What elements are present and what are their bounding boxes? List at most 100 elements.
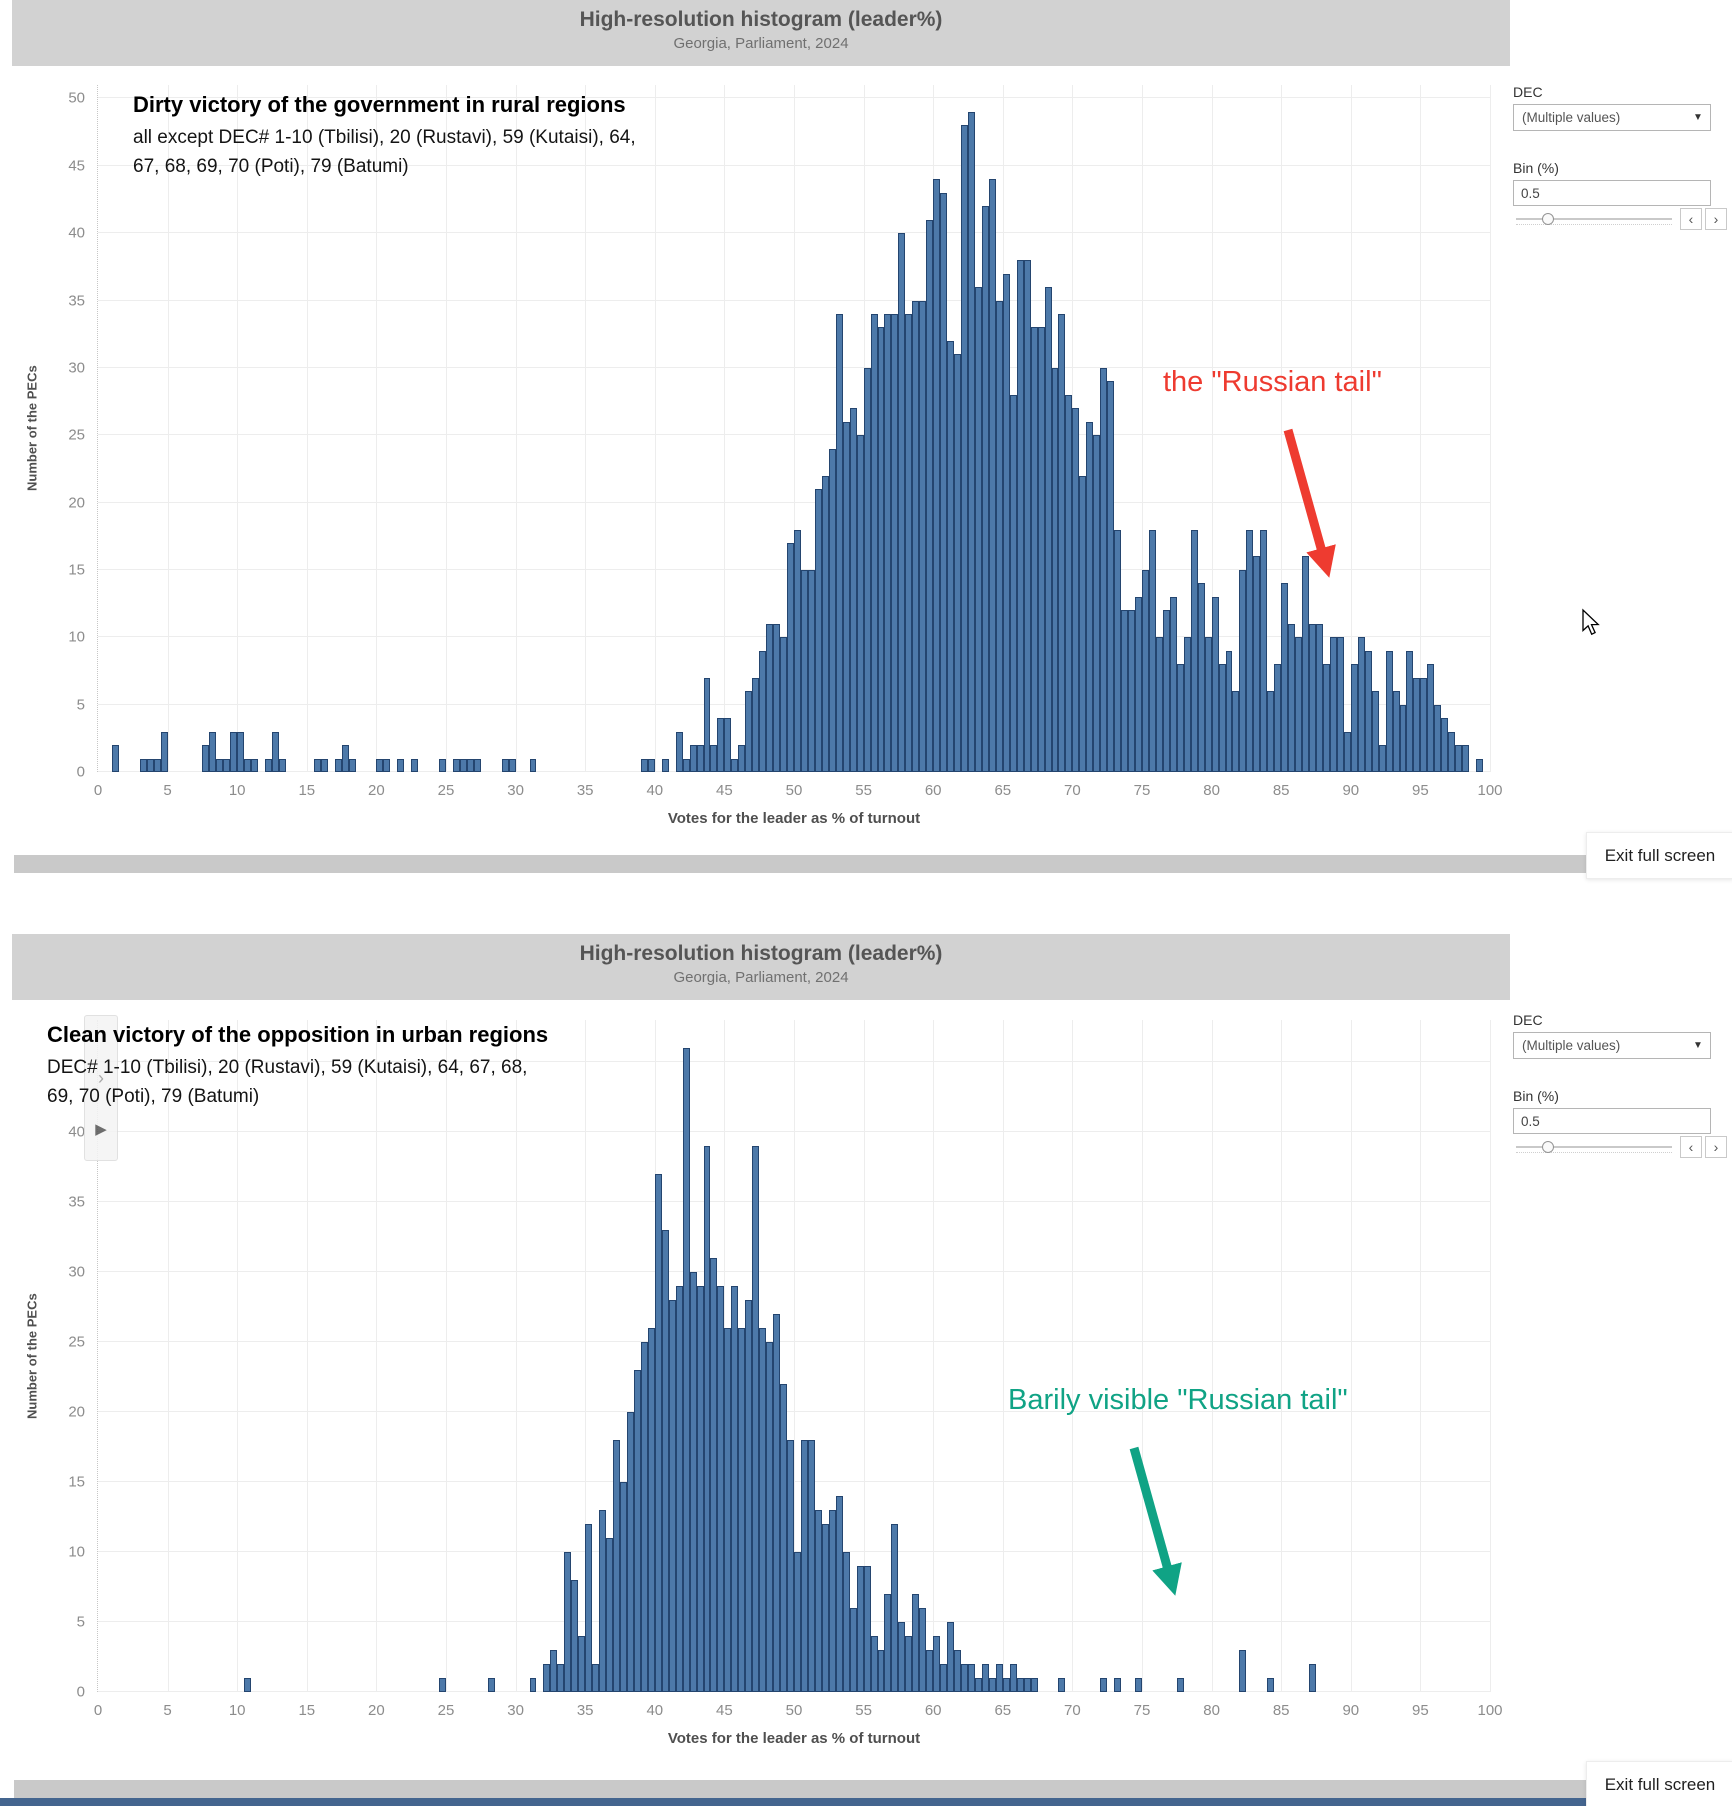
y-tick-label: 50: [68, 89, 85, 107]
page-control[interactable]: › ▶: [84, 1015, 118, 1161]
bin-slider-ticks-bottom: [1516, 1152, 1672, 1153]
histogram-bar: [661, 1230, 669, 1692]
top-y-axis-title: Number of the PECs: [24, 365, 40, 492]
x-tick-label: 45: [716, 782, 733, 799]
histogram-bar: [794, 529, 801, 772]
histogram-bar: [439, 1678, 446, 1692]
histogram-bar: [501, 758, 509, 772]
histogram-bar: [1309, 623, 1316, 772]
vertical-gridline: [585, 85, 587, 772]
histogram-bar: [842, 1552, 850, 1692]
bin-step-left-button-bottom[interactable]: ‹: [1680, 1136, 1702, 1158]
histogram-bar: [550, 1650, 558, 1692]
bin-param-input-top[interactable]: [1513, 180, 1711, 206]
histogram-bar: [835, 1496, 843, 1692]
exit-full-screen-button-bottom[interactable]: Exit full screen: [1586, 1761, 1732, 1806]
y-tick-label: 25: [68, 426, 85, 444]
x-tick-label: 45: [716, 1702, 733, 1719]
bottom-annotation-line1: DEC# 1-10 (Tbilisi), 20 (Rustavi), 59 (K…: [47, 1057, 528, 1078]
histogram-bar: [348, 758, 356, 772]
histogram-bar: [856, 435, 864, 772]
exit-full-screen-button-top[interactable]: Exit full screen: [1586, 832, 1732, 879]
dec-filter-label-bottom: DEC: [1513, 1012, 1543, 1028]
histogram-bar: [1176, 664, 1184, 772]
histogram-bar: [1100, 1678, 1108, 1692]
horizontal-gridline: [98, 1131, 1490, 1132]
dec-filter-dropdown-bottom[interactable]: (Multiple values) ▼: [1513, 1032, 1711, 1059]
histogram-bar: [1253, 556, 1261, 772]
histogram-bar: [752, 1146, 760, 1692]
histogram-bar: [459, 758, 467, 772]
histogram-bar: [926, 1650, 934, 1692]
histogram-bar: [1121, 610, 1129, 772]
histogram-bar: [710, 1258, 718, 1692]
bin-step-left-button-top[interactable]: ‹: [1680, 208, 1702, 230]
histogram-bar: [884, 314, 892, 772]
top-scrollbar-strip[interactable]: [14, 855, 1586, 873]
histogram-bar: [856, 1566, 864, 1692]
histogram-bar: [689, 1272, 697, 1692]
vertical-gridline: [515, 85, 517, 772]
histogram-bar: [244, 1678, 252, 1692]
bin-step-right-button-top[interactable]: ›: [1705, 208, 1727, 230]
bin-step-right-button-bottom[interactable]: ›: [1705, 1136, 1727, 1158]
histogram-bar: [1413, 677, 1421, 772]
histogram-bar: [891, 1524, 899, 1692]
histogram-bar: [1037, 327, 1045, 772]
horizontal-gridline: [98, 1551, 1490, 1552]
histogram-bar: [1016, 1678, 1024, 1692]
histogram-bar: [1058, 314, 1066, 772]
vertical-gridline: [1002, 1020, 1004, 1692]
vertical-gridline: [794, 1020, 795, 1692]
horizontal-gridline: [98, 232, 1490, 234]
bin-slider-track-top[interactable]: [1516, 218, 1672, 220]
top-chart-header: High-resolution histogram (leader%) Geor…: [12, 0, 1510, 66]
histogram-bar: [139, 758, 147, 772]
vertical-gridline: [585, 1020, 587, 1692]
histogram-bar: [759, 1328, 767, 1692]
histogram-bar: [1455, 745, 1463, 772]
histogram-bar: [592, 1664, 600, 1692]
top-plot-area: Number of the PECs Votes for the leader …: [25, 85, 1503, 827]
bin-slider-handle-top[interactable]: [1542, 213, 1554, 225]
histogram-bar: [411, 758, 419, 772]
chevron-down-icon: ▼: [1693, 1040, 1703, 1051]
histogram-bar: [1246, 529, 1254, 772]
histogram-bar: [717, 718, 725, 772]
histogram-bar: [1441, 718, 1449, 772]
histogram-bar: [1322, 664, 1330, 772]
histogram-bar: [647, 758, 655, 772]
x-tick-label: 0: [93, 782, 103, 799]
bottom-scrollbar-strip[interactable]: [14, 1780, 1586, 1800]
histogram-bar: [1329, 637, 1337, 772]
histogram-bar: [947, 1622, 955, 1692]
bin-param-input-bottom[interactable]: [1513, 1108, 1711, 1134]
chevron-right-icon[interactable]: ›: [98, 1068, 104, 1088]
x-tick-label: 30: [507, 1702, 524, 1719]
histogram-bar: [961, 1664, 968, 1692]
histogram-bar: [933, 179, 941, 772]
bin-param-label-bottom: Bin (%): [1513, 1088, 1559, 1104]
histogram-bar: [313, 758, 321, 772]
histogram-bar: [640, 758, 648, 772]
x-tick-label: 5: [163, 782, 172, 799]
histogram-bar: [863, 1566, 871, 1692]
top-annotation-line2: 67, 68, 69, 70 (Poti), 79 (Batumi): [133, 156, 409, 178]
histogram-bar: [1107, 381, 1115, 772]
histogram-bar: [988, 1678, 996, 1692]
histogram-bar: [828, 1510, 836, 1692]
histogram-bar: [1197, 583, 1205, 772]
bin-slider-track-bottom[interactable]: [1516, 1146, 1672, 1148]
play-icon[interactable]: ▶: [95, 1121, 107, 1138]
histogram-bar: [620, 1482, 627, 1692]
dec-filter-dropdown-top[interactable]: (Multiple values) ▼: [1513, 104, 1711, 131]
histogram-bar: [947, 340, 955, 772]
histogram-bar: [745, 691, 753, 772]
histogram-bar: [1434, 704, 1442, 772]
histogram-bar: [1309, 1664, 1316, 1692]
bottom-annotation-title: Clean victory of the opposition in urban…: [47, 1022, 549, 1047]
histogram-bar: [731, 758, 739, 772]
histogram-bar: [1065, 394, 1073, 772]
horizontal-gridline: [98, 299, 1490, 301]
bin-slider-handle-bottom[interactable]: [1542, 1141, 1554, 1153]
